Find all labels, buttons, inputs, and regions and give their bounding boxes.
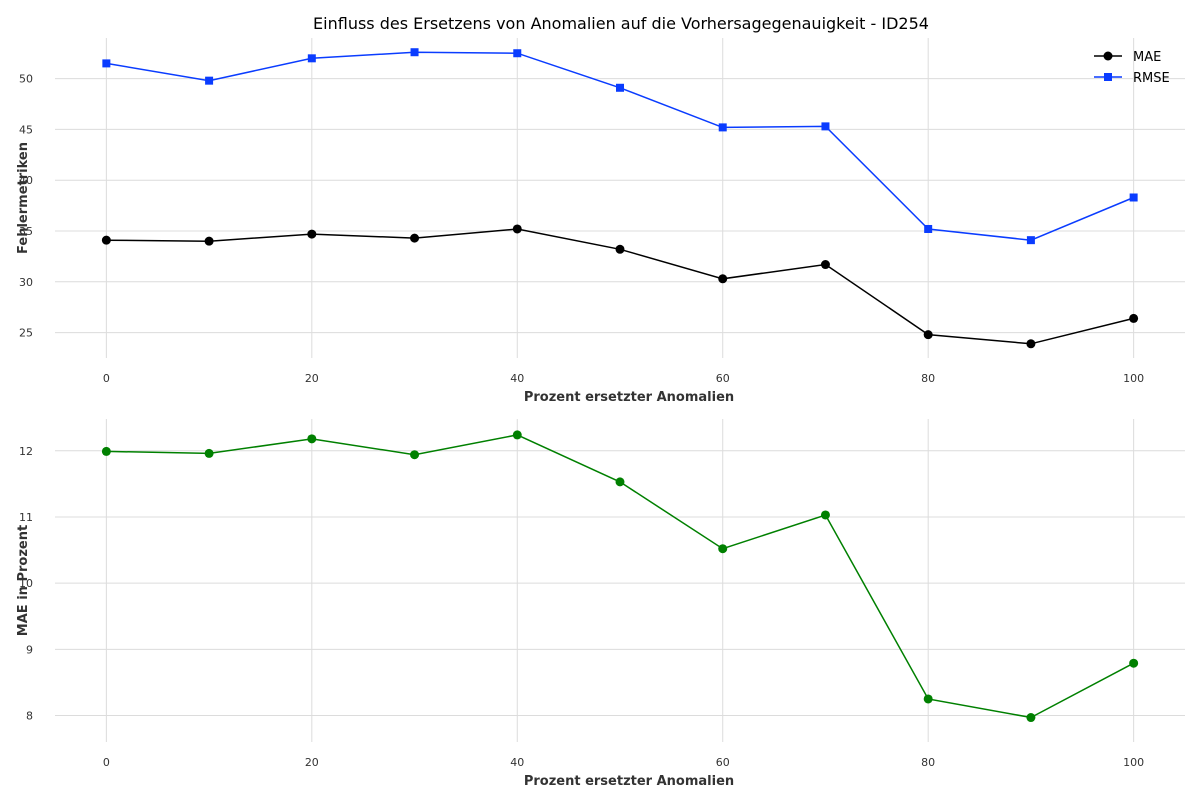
mae-percent-point	[1129, 658, 1139, 668]
mae-point	[1026, 339, 1036, 349]
mae-percent-point	[307, 434, 317, 444]
mae-point	[512, 224, 522, 234]
mae-point	[615, 244, 625, 254]
x-tick-label: 20	[305, 756, 319, 769]
mae-percent-point	[718, 544, 728, 554]
mae-point	[204, 236, 214, 246]
x-tick-label: 80	[921, 372, 935, 385]
mae-point	[718, 274, 728, 284]
rmse-point	[102, 59, 111, 68]
mae-percent-point	[101, 446, 111, 456]
legend: MAE RMSE	[1094, 50, 1170, 86]
y-tick-label: 35	[19, 225, 33, 238]
y-axis-label: Fehlermetriken	[16, 142, 31, 254]
legend-marker	[1104, 73, 1112, 81]
y-tick-label: 9	[26, 643, 33, 656]
x-tick-label: 100	[1123, 372, 1144, 385]
y-tick-label: 10	[19, 577, 33, 590]
y-axis-label: MAE in Prozent	[16, 525, 31, 636]
x-axis-label: Prozent ersetzter Anomalien	[524, 774, 734, 789]
rmse-point	[718, 123, 727, 132]
mae-point	[820, 260, 830, 270]
y-tick-label: 11	[19, 511, 33, 524]
mae-point	[101, 235, 111, 245]
rmse-point	[410, 48, 419, 57]
legend-label: MAE	[1133, 50, 1161, 65]
mae-point	[307, 229, 317, 239]
x-tick-label: 20	[305, 372, 319, 385]
y-tick-label: 8	[26, 710, 33, 723]
mae-point	[410, 233, 420, 243]
rmse-point	[513, 49, 522, 58]
x-tick-label: 0	[103, 372, 110, 385]
mae-percent-point	[204, 448, 214, 458]
mae-point	[923, 330, 933, 340]
rmse-series-line	[106, 51, 1134, 241]
rmse-point	[205, 76, 214, 85]
legend-marker	[1103, 51, 1113, 61]
x-tick-label: 40	[510, 756, 524, 769]
mae-point	[1129, 313, 1139, 323]
chart-title: Einfluss des Ersetzens von Anomalien auf…	[313, 14, 929, 33]
x-tick-label: 60	[716, 372, 730, 385]
x-tick-label: 40	[510, 372, 524, 385]
y-tick-label: 50	[19, 73, 33, 86]
rmse-point	[1026, 236, 1035, 245]
mae-percent-point	[820, 510, 830, 520]
x-tick-label: 80	[921, 756, 935, 769]
y-tick-label: 40	[19, 174, 33, 187]
legend-label: RMSE	[1133, 71, 1170, 86]
y-tick-label: 25	[19, 327, 33, 340]
x-axis-label: Prozent ersetzter Anomalien	[524, 390, 734, 405]
mae-percent-series-line	[106, 434, 1134, 719]
mae-percent-point	[1026, 713, 1036, 723]
y-tick-label: 30	[19, 276, 33, 289]
mae-percent-panel: 0 20 40 60 80 100 8 9 10 11 12 Prozent ersetzter An…	[16, 419, 1185, 789]
rmse-point	[616, 83, 624, 92]
y-tick-label: 45	[19, 123, 33, 136]
x-tick-label: 0	[103, 756, 110, 769]
rmse-point	[307, 54, 316, 63]
error-metrics-panel: 0 20 40 60 80 100 25 30 35 40 45 50 Prozent ersetzte…	[16, 38, 1185, 405]
rmse-point	[821, 122, 830, 131]
x-tick-label: 60	[716, 756, 730, 769]
rmse-point	[1129, 193, 1138, 202]
mae-percent-point	[410, 450, 420, 460]
rmse-point	[924, 224, 933, 233]
mae-percent-point	[512, 430, 522, 440]
x-tick-label: 100	[1123, 756, 1144, 769]
y-tick-label: 12	[19, 445, 33, 458]
mae-percent-point	[615, 477, 625, 487]
mae-percent-point	[923, 694, 933, 704]
